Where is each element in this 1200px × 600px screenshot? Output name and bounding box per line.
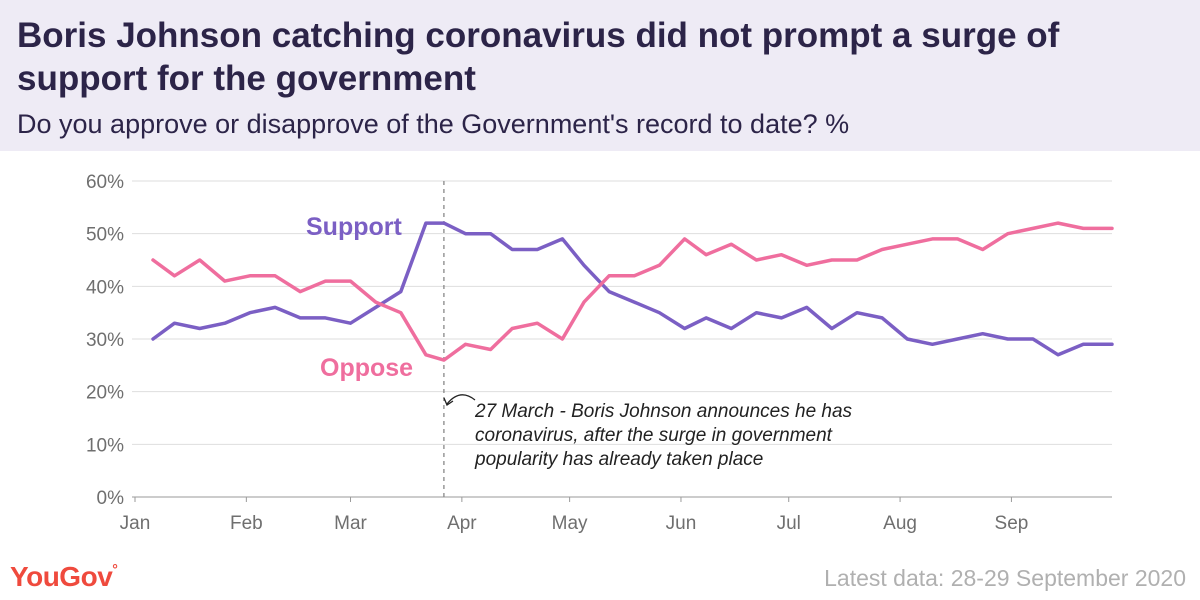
x-tick-label: Feb bbox=[230, 513, 263, 534]
latest-data-note: Latest data: 28-29 September 2020 bbox=[824, 565, 1186, 591]
grid-lines bbox=[132, 180, 1112, 502]
y-tick-label: 50% bbox=[86, 225, 124, 246]
brand-name: YouGov bbox=[10, 561, 113, 592]
y-tick-label: 20% bbox=[86, 383, 124, 404]
y-tick-label: 10% bbox=[86, 435, 124, 456]
annotation-marker bbox=[443, 181, 476, 497]
y-tick-label: 40% bbox=[86, 277, 124, 298]
x-tick-label: May bbox=[552, 513, 588, 534]
x-tick-label: Mar bbox=[334, 513, 367, 534]
annotation-line: coronavirus, after the surge in governme… bbox=[475, 425, 833, 446]
header-panel bbox=[0, 0, 1200, 151]
series-label-oppose: Oppose bbox=[320, 354, 413, 382]
y-tick-label: 30% bbox=[86, 330, 124, 351]
x-tick-label: Apr bbox=[447, 513, 477, 534]
y-tick-label: 0% bbox=[97, 488, 125, 509]
annotation-arrowhead-icon bbox=[443, 397, 454, 406]
chart-subtitle: Do you approve or disapprove of the Gove… bbox=[17, 109, 850, 139]
x-tick-label: Jun bbox=[666, 513, 697, 534]
line-chart: 0% 10% 20% 30% 40% 50% 60% Jan Feb Mar Apr May Jun Ju… bbox=[86, 172, 1114, 534]
x-tick-label: Jul bbox=[777, 513, 801, 534]
annotation-line: popularity has already taken place bbox=[474, 449, 763, 470]
chart-title: Boris Johnson catching coronavirus did n… bbox=[17, 16, 1060, 98]
x-tick-label: Sep bbox=[995, 513, 1029, 534]
annotation-arrow bbox=[446, 394, 476, 405]
x-tick-label: Aug bbox=[883, 513, 917, 534]
series-line-oppose bbox=[151, 221, 1114, 362]
series-line-support bbox=[151, 221, 1114, 357]
series-lines bbox=[151, 221, 1114, 362]
series-label-support: Support bbox=[306, 213, 402, 241]
y-tick-label: 60% bbox=[86, 172, 124, 193]
chart-labels: 0% 10% 20% 30% 40% 50% 60% Jan Feb Mar Apr May Jun Ju… bbox=[86, 172, 1028, 534]
annotation-line: 27 March - Boris Johnson announces he ha… bbox=[474, 401, 853, 422]
yougov-logo: YouGov° bbox=[10, 561, 118, 593]
logo-mark-icon: ° bbox=[112, 561, 118, 577]
x-tick-label: Jan bbox=[120, 513, 151, 534]
